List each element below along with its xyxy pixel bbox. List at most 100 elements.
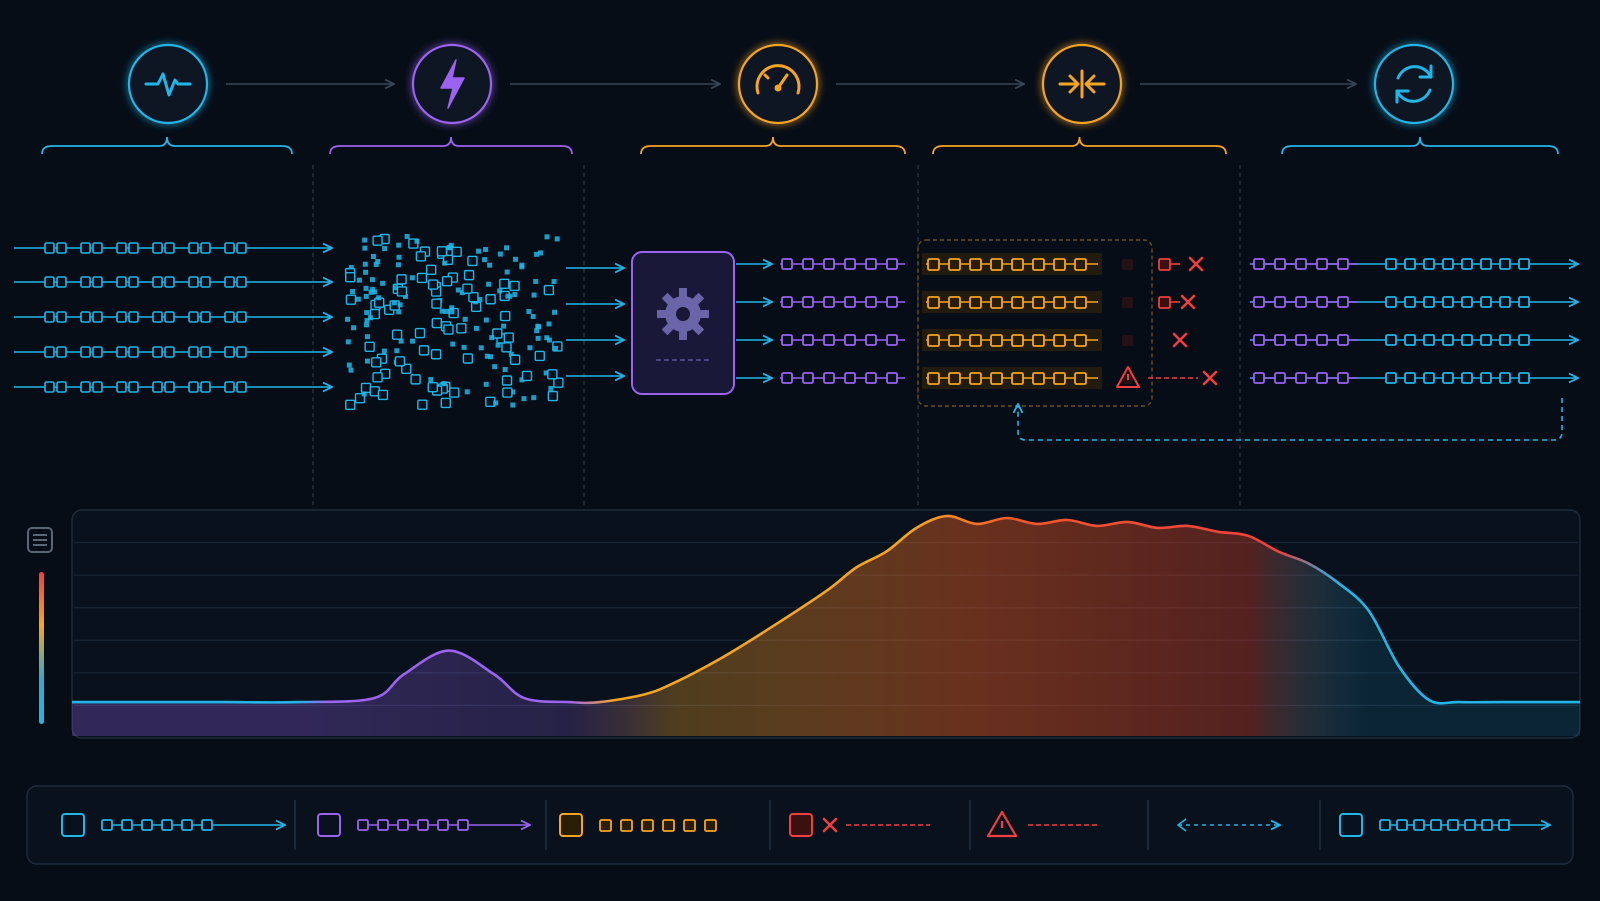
limited-packet <box>802 334 814 346</box>
burst-packet <box>345 271 356 283</box>
legend-packet <box>1430 819 1442 831</box>
burst-packet <box>355 296 361 302</box>
gauge-icon <box>737 43 819 125</box>
request-packet <box>224 311 235 323</box>
legend-item-retry <box>1176 818 1280 832</box>
legend-item-throttled <box>559 813 717 837</box>
burst-packet <box>394 348 400 354</box>
intensity-scale <box>39 572 44 724</box>
burst-packet <box>546 337 552 343</box>
heartbeat-icon <box>127 43 209 125</box>
queued-packet <box>927 296 940 309</box>
queued-packet <box>948 258 961 271</box>
request-packet <box>224 242 235 254</box>
burst-packet <box>391 329 403 340</box>
burst-packet <box>500 310 511 322</box>
refresh-icon <box>1373 43 1455 125</box>
stage-brace <box>329 136 573 155</box>
traffic-area-fill <box>72 515 1580 736</box>
burst-packet <box>431 298 442 309</box>
burst-packet <box>410 338 416 344</box>
request-packet <box>164 276 175 288</box>
request-packet <box>188 276 199 288</box>
limited-packet <box>802 296 814 308</box>
request-packet <box>188 242 199 254</box>
limited-packet <box>781 334 793 346</box>
burst-packet <box>345 399 356 411</box>
burst-packet <box>537 250 543 256</box>
queued-packet <box>948 372 961 385</box>
burst-packet <box>417 399 428 410</box>
fading-packet <box>1122 297 1133 308</box>
burst-packet <box>360 382 372 394</box>
recovered-packet <box>1518 258 1530 270</box>
burst-packet <box>468 291 479 303</box>
burst-packet <box>461 344 467 350</box>
burst-packet <box>544 335 550 341</box>
burst-packet <box>521 396 527 402</box>
burst-packet <box>345 316 351 322</box>
retry-loop-path <box>1018 398 1563 441</box>
legend-packet <box>101 819 113 831</box>
legend-packet <box>357 819 369 831</box>
burst-packet <box>499 278 510 290</box>
burst-packet <box>368 289 374 295</box>
legend-item-recovered <box>1339 813 1550 837</box>
burst-packet <box>372 235 383 246</box>
burst-packet <box>363 269 369 275</box>
legend-packet <box>1413 819 1425 831</box>
burst-packet <box>526 309 532 315</box>
request-packet <box>236 311 247 323</box>
burst-packet <box>370 286 376 292</box>
recovered-packet <box>1480 334 1492 346</box>
burst-packet <box>462 283 473 294</box>
burst-packet <box>505 293 511 299</box>
burst-packet <box>365 358 371 364</box>
request-packet <box>80 242 91 254</box>
warning-icon <box>1116 366 1140 388</box>
burst-packet <box>492 328 503 339</box>
square-icon <box>559 813 583 837</box>
burst-packet <box>404 234 410 240</box>
burst-packet <box>462 316 468 322</box>
traffic-line <box>72 514 1580 705</box>
limited-packet <box>802 258 814 270</box>
burst-packet <box>443 324 454 335</box>
legend-packet <box>641 819 654 832</box>
request-packet <box>116 242 127 254</box>
request-packet <box>188 346 199 358</box>
limited-packet <box>823 334 835 346</box>
legend-packet <box>620 819 633 832</box>
limited-packet <box>844 372 856 384</box>
limited-packet <box>844 258 856 270</box>
limited-packet <box>823 258 835 270</box>
burst-packet <box>530 314 536 320</box>
legend-packet <box>1447 819 1459 831</box>
recovered-packet <box>1385 372 1397 384</box>
request-packet <box>152 311 163 323</box>
queued-packet <box>1053 372 1066 385</box>
drop-x-icon <box>1180 294 1196 310</box>
burst-packet <box>510 389 516 395</box>
burst-packet <box>535 335 541 341</box>
burst-packet <box>363 322 369 328</box>
legend-packet <box>201 819 213 831</box>
legend-packet <box>121 819 133 831</box>
request-packet <box>200 311 211 323</box>
burst-packet <box>439 308 445 314</box>
burst-packet <box>497 251 503 257</box>
burst-packet <box>478 345 484 351</box>
request-packet <box>236 276 247 288</box>
limited-packet <box>781 258 793 270</box>
queued-packet <box>948 296 961 309</box>
recovered-packet <box>1337 334 1349 346</box>
legend-packet <box>662 819 675 832</box>
burst-packet <box>548 385 554 391</box>
burst-packet <box>509 280 520 292</box>
burst-packet <box>521 370 533 382</box>
burst-packet <box>431 317 442 329</box>
burst-packet <box>377 389 389 401</box>
burst-packet <box>519 264 525 270</box>
request-packet <box>152 276 163 288</box>
legend-packet <box>437 819 449 831</box>
